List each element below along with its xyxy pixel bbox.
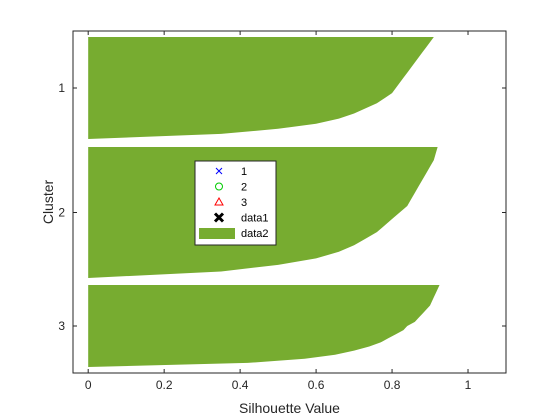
x-tick-label: 0.6 [308,378,325,392]
axes-box [72,30,507,374]
x-tick-label: 0 [85,378,92,392]
legend: 1 2 3 data1 data2 [194,160,277,246]
x-axis-label: Silhouette Value [239,400,340,416]
legend-marker-patch [199,228,235,239]
legend-marker-circle [215,182,223,191]
x-tick-label: 1 [465,378,472,392]
y-ticks: 1 2 3 [58,81,506,333]
legend-entry: 2 [215,182,247,194]
legend-entry: 3 [214,196,247,209]
legend-label: data1 [241,213,269,225]
axes-frame [72,30,507,374]
legend-entry: 1 [215,166,247,178]
y-tick-label: 1 [58,81,65,95]
legend-marker-x [215,167,223,175]
x-tick-label: 0.4 [232,378,249,392]
x-ticks: 0 0.2 0.4 0.6 0.8 1 [85,31,472,392]
x-tick-label: 0.2 [156,378,173,392]
legend-marker-bold-x [213,212,225,223]
y-axis-label: Cluster [40,179,56,224]
legend-label: data2 [241,228,269,240]
legend-entry: data2 [199,228,269,240]
y-tick-label: 3 [58,319,65,333]
legend-label: 1 [241,166,247,178]
y-tick-label: 2 [58,206,65,220]
x-tick-label: 0.8 [384,378,401,392]
legend-label: 2 [241,182,247,194]
silhouette-bar-cluster-3 [88,285,440,367]
legend-label: 3 [241,197,247,209]
plot-area: 0 0.2 0.4 0.6 0.8 1 1 2 3 [58,30,507,392]
legend-entry: data1 [213,212,269,225]
silhouette-bar-cluster-1 [88,37,434,139]
legend-marker-triangle [214,196,224,206]
